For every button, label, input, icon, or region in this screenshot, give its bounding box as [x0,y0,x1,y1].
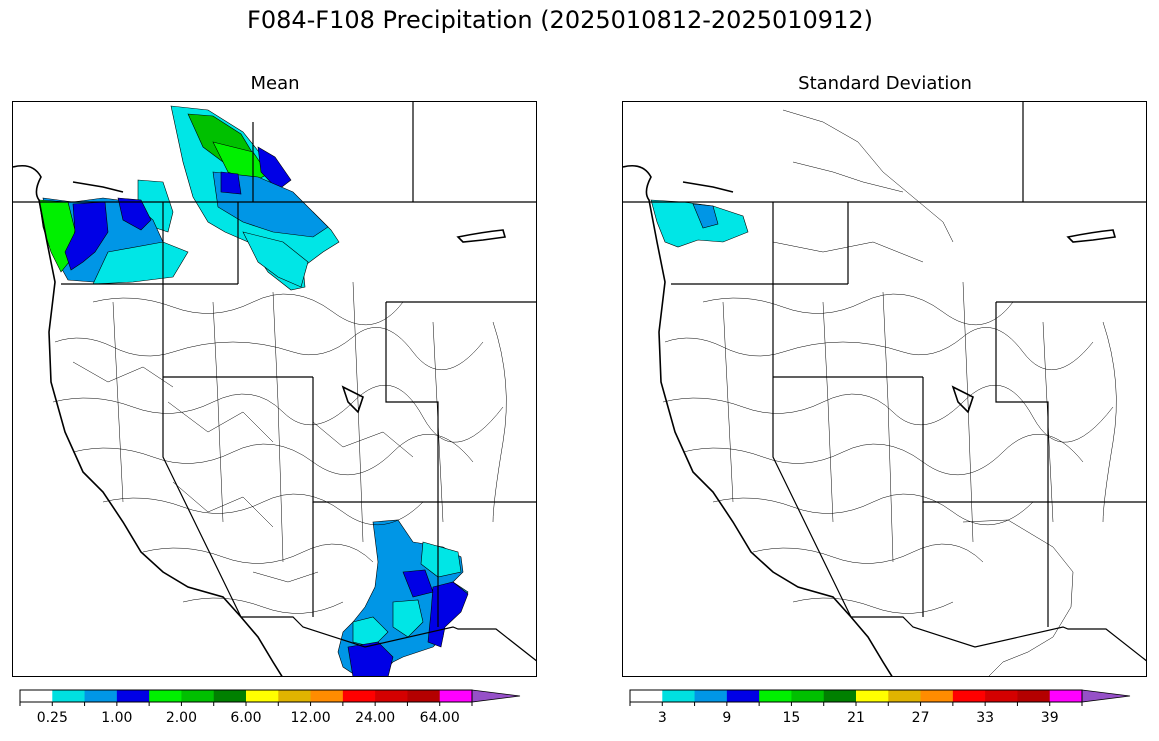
colorbar-swatch [116,690,150,702]
colorbar-swatch [84,690,118,702]
coastline-mean [13,164,507,676]
colorbar-stddev-svg: 3 9 15 21 27 33 39 [629,689,1131,726]
colorbar-tick-label: 2.00 [166,710,197,726]
colorbar-swatch [952,690,986,702]
colorbar-swatch [888,690,922,702]
colorbar-tick-label: 39 [1041,710,1059,726]
colorbar-tick-label: 33 [976,710,994,726]
colorbar-swatch [1049,690,1083,702]
map-mean-svg [13,102,536,676]
figure-title: F084-F108 Precipitation (2025010812-2025… [247,6,873,34]
colorbar-swatch [342,690,376,702]
precip-fill-northwest [38,105,340,291]
colorbar-swatch [439,690,473,702]
colorbar-tick-label: 15 [783,710,801,726]
colorbar-mean: 0.25 1.00 2.00 6.00 12.00 24.00 64.00 [19,688,530,733]
colorbar-stddev: 3 9 15 21 27 33 39 [629,688,1140,733]
map-mean [12,101,537,677]
colorbar-extend-arrow [471,689,521,703]
colorbar-swatch [985,690,1018,702]
panel-title-mean: Mean [250,73,300,94]
colorbar-swatch [630,690,663,702]
colorbar-swatch [149,690,182,702]
basin-outlines-mean [52,281,507,614]
precip-fill-southwest [337,519,469,676]
colorbar-swatch [694,690,728,702]
colorbar-swatch [823,690,857,702]
colorbar-tick-label: 24.00 [355,710,395,726]
panel-title-stddev: Standard Deviation [798,73,972,94]
colorbar-swatch [52,690,86,702]
map-stddev [622,101,1147,677]
colorbar-swatch [920,690,954,702]
colorbar-swatch [310,690,344,702]
colorbar-swatch [278,690,312,702]
colorbar-swatch [662,690,696,702]
boundaries-mean [13,102,536,662]
colorbar-tick-label: 64.00 [420,710,460,726]
colorbar-swatch [375,690,408,702]
colorbar-mean-svg: 0.25 1.00 2.00 6.00 12.00 24.00 64.00 [19,689,521,726]
colorbar-swatch [791,690,825,702]
colorbar-tick-label: 1.00 [101,710,132,726]
colorbar-swatch [181,690,215,702]
basin-outlines-stddev [662,109,1117,676]
stddev-fill-northwest [650,199,749,248]
colorbar-tick-label: 6.00 [230,710,261,726]
colorbar-swatch [1017,690,1051,702]
colorbar-tick-label: 9 [722,710,731,726]
colorbar-swatch [213,690,247,702]
colorbar-swatch [246,690,279,702]
colorbar-tick-label: 0.25 [37,710,68,726]
colorbar-tick-label: 3 [658,710,667,726]
colorbar-extend-arrow [1081,689,1131,703]
colorbar-tick-label: 12.00 [291,710,331,726]
colorbar-swatch [759,690,792,702]
colorbar-swatch [726,690,760,702]
colorbar-swatch [20,690,53,702]
boundaries-stddev [623,102,1146,662]
colorbar-tick-label: 21 [847,710,865,726]
map-stddev-svg [623,102,1146,676]
colorbar-swatch [856,690,889,702]
coastline-stddev [623,164,1117,676]
colorbar-tick-label: 27 [912,710,930,726]
colorbar-swatch [407,690,441,702]
